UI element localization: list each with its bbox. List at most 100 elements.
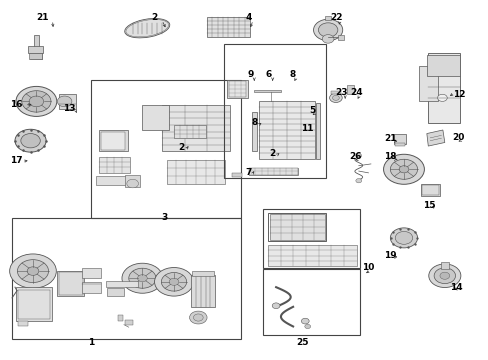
Bar [99, 157, 130, 173]
Bar [91, 80, 241, 217]
Bar [232, 173, 242, 177]
Circle shape [355, 179, 361, 183]
Bar [12, 217, 240, 339]
Bar [267, 213, 325, 241]
Text: 20: 20 [451, 132, 464, 141]
Bar [125, 320, 132, 325]
Circle shape [355, 154, 361, 158]
Bar [427, 53, 459, 123]
Circle shape [10, 254, 56, 288]
Circle shape [128, 268, 156, 288]
Bar [325, 17, 330, 20]
Bar [59, 272, 82, 295]
Bar [30, 53, 41, 59]
Circle shape [439, 272, 449, 279]
Bar [142, 105, 169, 130]
Bar [166, 160, 224, 184]
Text: 24: 24 [349, 88, 362, 97]
Circle shape [301, 318, 308, 324]
Bar [224, 44, 325, 178]
Text: 3: 3 [161, 213, 167, 222]
Text: 7: 7 [244, 168, 251, 177]
Bar [227, 80, 247, 98]
Circle shape [428, 264, 460, 288]
Text: 2: 2 [178, 143, 184, 152]
Circle shape [29, 96, 43, 107]
Bar [259, 102, 314, 158]
Circle shape [394, 231, 412, 244]
Bar [19, 321, 28, 327]
Bar [57, 271, 84, 296]
Bar [16, 287, 52, 321]
Bar [106, 281, 137, 287]
Bar [267, 245, 356, 266]
Circle shape [57, 96, 72, 107]
Circle shape [322, 35, 333, 43]
Bar [251, 112, 256, 152]
Polygon shape [426, 130, 444, 146]
Circle shape [332, 95, 339, 100]
Text: 12: 12 [452, 90, 465, 99]
Circle shape [313, 19, 342, 41]
Text: 8: 8 [250, 118, 257, 127]
Text: 1: 1 [88, 338, 94, 347]
Bar [34, 35, 39, 48]
Circle shape [398, 166, 408, 173]
Bar [118, 315, 122, 321]
Circle shape [122, 263, 163, 293]
Bar [263, 208, 360, 267]
Bar [330, 91, 340, 94]
Text: 26: 26 [348, 152, 361, 161]
Circle shape [161, 273, 186, 291]
Polygon shape [29, 53, 41, 59]
Circle shape [21, 134, 40, 148]
Ellipse shape [270, 249, 284, 257]
Circle shape [169, 278, 179, 285]
Circle shape [329, 93, 342, 103]
Circle shape [437, 94, 447, 102]
Bar [59, 94, 76, 109]
Bar [249, 168, 297, 175]
Circle shape [18, 260, 48, 283]
Text: 23: 23 [335, 88, 347, 97]
Bar [99, 130, 127, 152]
Bar [393, 134, 406, 144]
Text: 2: 2 [151, 13, 157, 22]
Circle shape [126, 179, 138, 188]
Circle shape [318, 23, 337, 37]
Bar [420, 184, 439, 196]
Text: 25: 25 [296, 338, 308, 347]
Text: 4: 4 [244, 13, 251, 22]
Bar [338, 35, 344, 40]
Bar [107, 288, 124, 296]
Circle shape [389, 159, 417, 179]
Circle shape [27, 267, 39, 275]
Bar [394, 143, 404, 146]
Bar [96, 176, 135, 185]
Bar [418, 66, 437, 102]
Bar [101, 132, 125, 150]
Text: 18: 18 [384, 152, 396, 161]
Bar [421, 185, 438, 195]
Bar [426, 55, 459, 76]
Bar [206, 18, 250, 37]
Text: 10: 10 [362, 263, 374, 272]
Text: 5: 5 [309, 106, 315, 115]
Circle shape [272, 303, 280, 309]
Text: 13: 13 [63, 104, 76, 113]
Text: 21: 21 [384, 134, 396, 143]
Circle shape [389, 228, 417, 248]
Bar [441, 262, 448, 269]
Bar [162, 105, 229, 152]
Bar [191, 275, 215, 307]
Bar [228, 81, 246, 97]
Circle shape [15, 129, 46, 152]
Circle shape [22, 91, 51, 112]
Circle shape [383, 154, 424, 184]
Text: 11: 11 [301, 124, 313, 133]
Bar [19, 290, 50, 319]
Text: 8: 8 [289, 70, 296, 79]
Text: 2: 2 [269, 149, 275, 158]
Bar [174, 125, 205, 138]
Circle shape [189, 311, 206, 324]
